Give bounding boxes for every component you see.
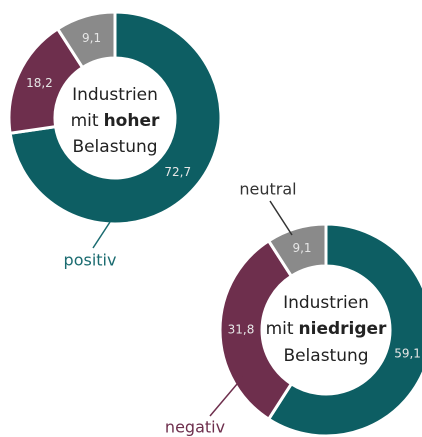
- center-text: Belastung: [283, 346, 368, 366]
- category-label: neutral: [239, 180, 296, 199]
- donut-segment: [55, 10, 117, 70]
- donut-segment: [8, 10, 223, 226]
- center-text: Industrien: [283, 293, 369, 313]
- donut-segment: [266, 222, 328, 279]
- leader-line: [92, 221, 111, 249]
- center-text-part: mit: [71, 111, 99, 131]
- value-label: 31,8: [228, 323, 255, 337]
- value-label: 9,1: [82, 31, 101, 45]
- category-label: negativ: [165, 418, 225, 437]
- center-text: Industrien: [72, 85, 158, 105]
- center-text: mit niedriger: [266, 319, 387, 339]
- leader-line: [209, 376, 244, 417]
- donut-segment: [218, 238, 294, 422]
- value-label: 59,1: [394, 346, 421, 360]
- value-label: 9,1: [292, 241, 311, 255]
- center-text: mit hoher: [71, 111, 160, 131]
- value-label: 72,7: [164, 165, 191, 179]
- donut-segment: [266, 222, 422, 437]
- category-label: positiv: [64, 251, 117, 270]
- center-text-bold: niedriger: [299, 319, 388, 339]
- center-text: Belastung: [72, 137, 157, 157]
- center-text-bold: hoher: [104, 111, 160, 131]
- leader-line: [269, 200, 293, 236]
- center-text-part: mit: [266, 319, 294, 339]
- value-label: 18,2: [26, 76, 53, 90]
